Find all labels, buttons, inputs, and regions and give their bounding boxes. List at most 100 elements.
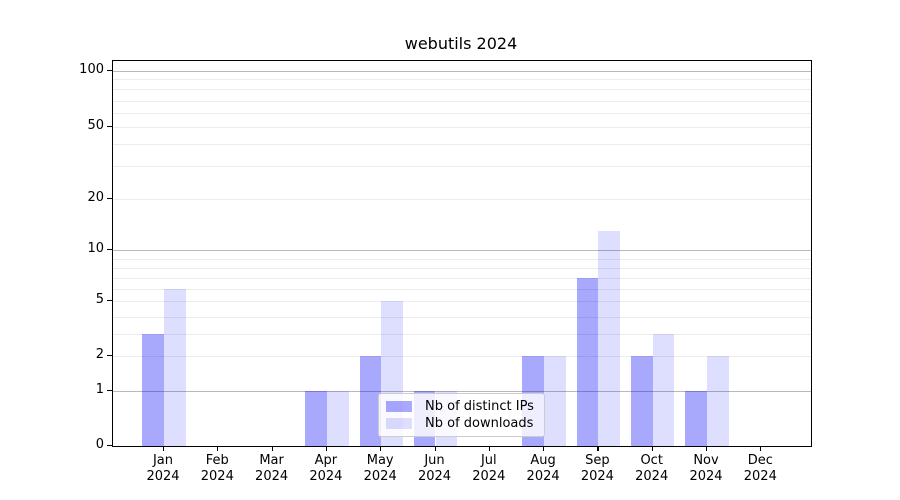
- x-tick-year: 2024: [580, 468, 614, 484]
- x-tick-year: 2024: [309, 468, 343, 484]
- x-tick-year: 2024: [200, 468, 234, 484]
- x-tick-label: Oct 2024: [620, 453, 684, 484]
- x-tick-month: Oct: [640, 453, 663, 468]
- x-tick-year: 2024: [363, 468, 397, 484]
- gridline-minor: [113, 112, 811, 114]
- gridline-minor: [113, 166, 811, 167]
- x-tick-month: Nov: [693, 453, 719, 468]
- x-tick-year: 2024: [635, 468, 669, 484]
- gridline-minor: [113, 126, 811, 128]
- legend-label-downloads: Nb of downloads: [425, 416, 534, 431]
- bar-downloads: [598, 230, 621, 446]
- x-tick-year: 2024: [146, 468, 180, 484]
- gridline-minor: [113, 199, 811, 200]
- x-tick-mark: [380, 446, 382, 451]
- x-tick-month: Aug: [530, 453, 556, 468]
- gridline-major: [113, 391, 811, 392]
- x-tick-mark: [163, 446, 165, 451]
- legend-label-distinct-ips: Nb of distinct IPs: [425, 399, 534, 414]
- gridline-minor: [113, 278, 811, 280]
- gridline-minor: [113, 101, 811, 102]
- y-tick-mark: [107, 249, 112, 251]
- y-tick-mark: [107, 390, 112, 392]
- x-tick-label: Nov 2024: [674, 453, 738, 484]
- y-tick-mark: [107, 125, 112, 127]
- y-tick-label: 10: [87, 241, 104, 257]
- gridline-minor: [113, 144, 811, 146]
- legend-swatch-distinct-ips-icon: [386, 401, 412, 412]
- gridline-major: [113, 71, 811, 72]
- x-tick-month: May: [366, 453, 394, 468]
- x-tick-month: Jun: [424, 453, 445, 468]
- x-tick-year: 2024: [689, 468, 723, 484]
- x-tick-year: 2024: [526, 468, 560, 484]
- legend-item-distinct-ips: Nb of distinct IPs: [386, 398, 536, 415]
- gridline-minor: [113, 334, 811, 335]
- x-tick-label: Dec 2024: [728, 453, 792, 484]
- y-tick-label: 100: [79, 62, 104, 77]
- x-tick-label: Mar 2024: [240, 453, 304, 484]
- bar-distinct-ips: [359, 356, 382, 446]
- x-tick-mark: [543, 446, 545, 451]
- legend-item-downloads: Nb of downloads: [386, 415, 536, 432]
- gridline-minor: [113, 317, 811, 318]
- y-tick-label: 5: [95, 292, 104, 307]
- bar-distinct-ips: [576, 278, 599, 446]
- x-tick-year: 2024: [472, 468, 506, 484]
- x-tick-mark: [488, 446, 490, 451]
- legend: Nb of distinct IPs Nb of downloads: [378, 393, 545, 437]
- x-tick-label: Apr 2024: [294, 453, 358, 484]
- x-tick-label: Sep 2024: [565, 453, 629, 484]
- legend-swatch-downloads-icon: [386, 418, 412, 429]
- x-tick-month: Jan: [152, 453, 174, 468]
- bar-downloads: [652, 334, 675, 446]
- x-tick-year: 2024: [743, 468, 777, 484]
- x-tick-label: May 2024: [348, 453, 412, 484]
- x-tick-month: Feb: [205, 453, 229, 468]
- x-tick-mark: [325, 446, 328, 451]
- x-tick-label: Jun 2024: [403, 453, 467, 484]
- x-tick-mark: [651, 446, 653, 451]
- chart-title: webutils 2024: [404, 34, 518, 53]
- bar-distinct-ips: [305, 391, 327, 446]
- gridline-minor: [113, 89, 811, 91]
- y-tick-label: 0: [95, 437, 104, 452]
- y-tick-mark: [107, 445, 112, 447]
- x-tick-mark: [217, 446, 219, 451]
- x-tick-label: Feb 2024: [185, 453, 249, 484]
- x-tick-label: Jul 2024: [457, 453, 521, 484]
- x-tick-label: Aug 2024: [511, 453, 575, 484]
- x-tick-mark: [434, 446, 436, 451]
- y-tick-mark: [107, 70, 112, 72]
- gridline-minor: [113, 78, 811, 80]
- x-tick-mark: [760, 446, 762, 451]
- gridline-minor: [113, 356, 811, 357]
- x-tick-month: Dec: [747, 453, 773, 468]
- gridline-minor: [113, 289, 811, 290]
- x-tick-mark: [271, 446, 273, 451]
- bar-downloads: [164, 289, 186, 446]
- x-tick-month: Apr: [314, 453, 338, 468]
- y-tick-label: 20: [87, 190, 104, 205]
- y-tick-mark: [107, 300, 112, 302]
- gridline-minor: [113, 259, 811, 261]
- x-tick-mark: [706, 446, 708, 451]
- bar-downloads: [544, 356, 566, 446]
- x-tick-month: Sep: [585, 453, 610, 468]
- gridline-major: [113, 250, 811, 252]
- bar-distinct-ips: [142, 334, 164, 446]
- x-tick-month: Mar: [259, 453, 284, 468]
- x-tick-year: 2024: [417, 468, 452, 484]
- x-tick-month: Jul: [480, 453, 497, 468]
- x-tick-year: 2024: [255, 468, 289, 484]
- y-tick-mark: [107, 355, 112, 357]
- bar-distinct-ips: [631, 356, 653, 446]
- y-tick-label: 2: [95, 347, 104, 362]
- plot-area: [112, 60, 812, 447]
- bar-downloads: [707, 356, 729, 446]
- y-tick-label: 50: [87, 117, 104, 133]
- gridline-minor: [113, 268, 811, 270]
- bar-downloads: [326, 391, 349, 446]
- gridline-minor: [113, 301, 811, 302]
